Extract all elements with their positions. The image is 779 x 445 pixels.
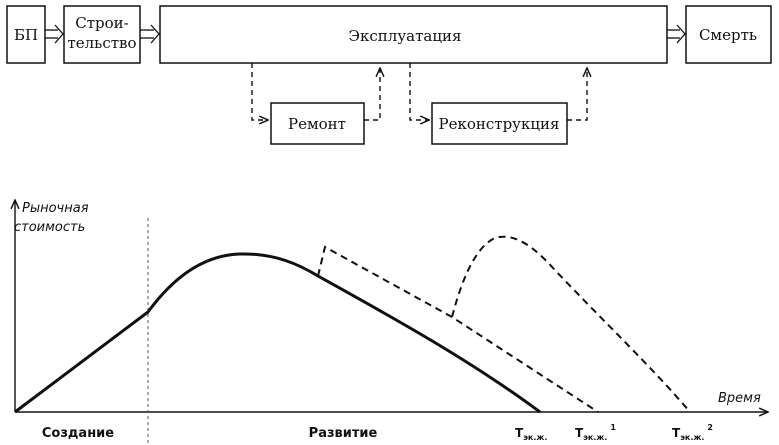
t2-end-base: T <box>672 426 681 440</box>
arrow-operation-to-death <box>667 24 686 44</box>
arrow-bp-to-construction <box>45 24 64 44</box>
dashed-arrow-to-reconstruction <box>409 63 429 120</box>
arrow-construction-to-operation <box>140 24 160 44</box>
t2-end-label: Tэк.ж.2 <box>672 423 713 442</box>
repair-box <box>270 102 365 145</box>
bp-label: БП <box>14 26 38 44</box>
reconstruction-value-curve <box>451 235 691 413</box>
repair-label: Ремонт <box>288 115 346 133</box>
dashed-arrow-from-repair <box>364 68 380 121</box>
t-end-label: Tэк.ж. <box>515 426 547 442</box>
t1-end-base: T <box>575 426 584 440</box>
operation-label: Эксплуатация <box>349 27 462 45</box>
operation-box <box>159 5 668 64</box>
t1-end-label: Tэк.ж.1 <box>575 423 616 442</box>
x-axis-label: Время <box>718 391 761 406</box>
death-box <box>685 5 772 64</box>
death-label: Смерть <box>699 26 757 44</box>
dashed-arrow-from-reconstruction <box>567 68 587 121</box>
phase-creation-label: Создание <box>42 426 114 441</box>
bp-box <box>6 5 46 64</box>
t1-end-sup: 1 <box>610 423 616 432</box>
t1-end-sub: эк.ж. <box>583 433 607 442</box>
y-axis-label-line1: Рыночная <box>22 201 89 216</box>
t2-end-sub: эк.ж. <box>680 433 704 442</box>
reconstruction-label: Реконструкция <box>439 115 560 133</box>
construction-label-line1: Строи- <box>75 14 128 32</box>
construction-label-line2: тельство <box>67 34 136 52</box>
t2-end-sup: 2 <box>707 423 713 432</box>
phase-development-label: Развитие <box>309 426 378 441</box>
t-end-base: T <box>515 426 524 440</box>
t-end-sub: эк.ж. <box>523 433 547 442</box>
y-axis-label-line2: стоимость <box>14 220 85 235</box>
market-value-curve <box>14 252 541 414</box>
construction-box <box>63 5 141 64</box>
reconstruction-box <box>431 102 568 145</box>
dashed-arrow-to-repair <box>251 63 268 120</box>
repair-value-curve <box>317 245 599 413</box>
